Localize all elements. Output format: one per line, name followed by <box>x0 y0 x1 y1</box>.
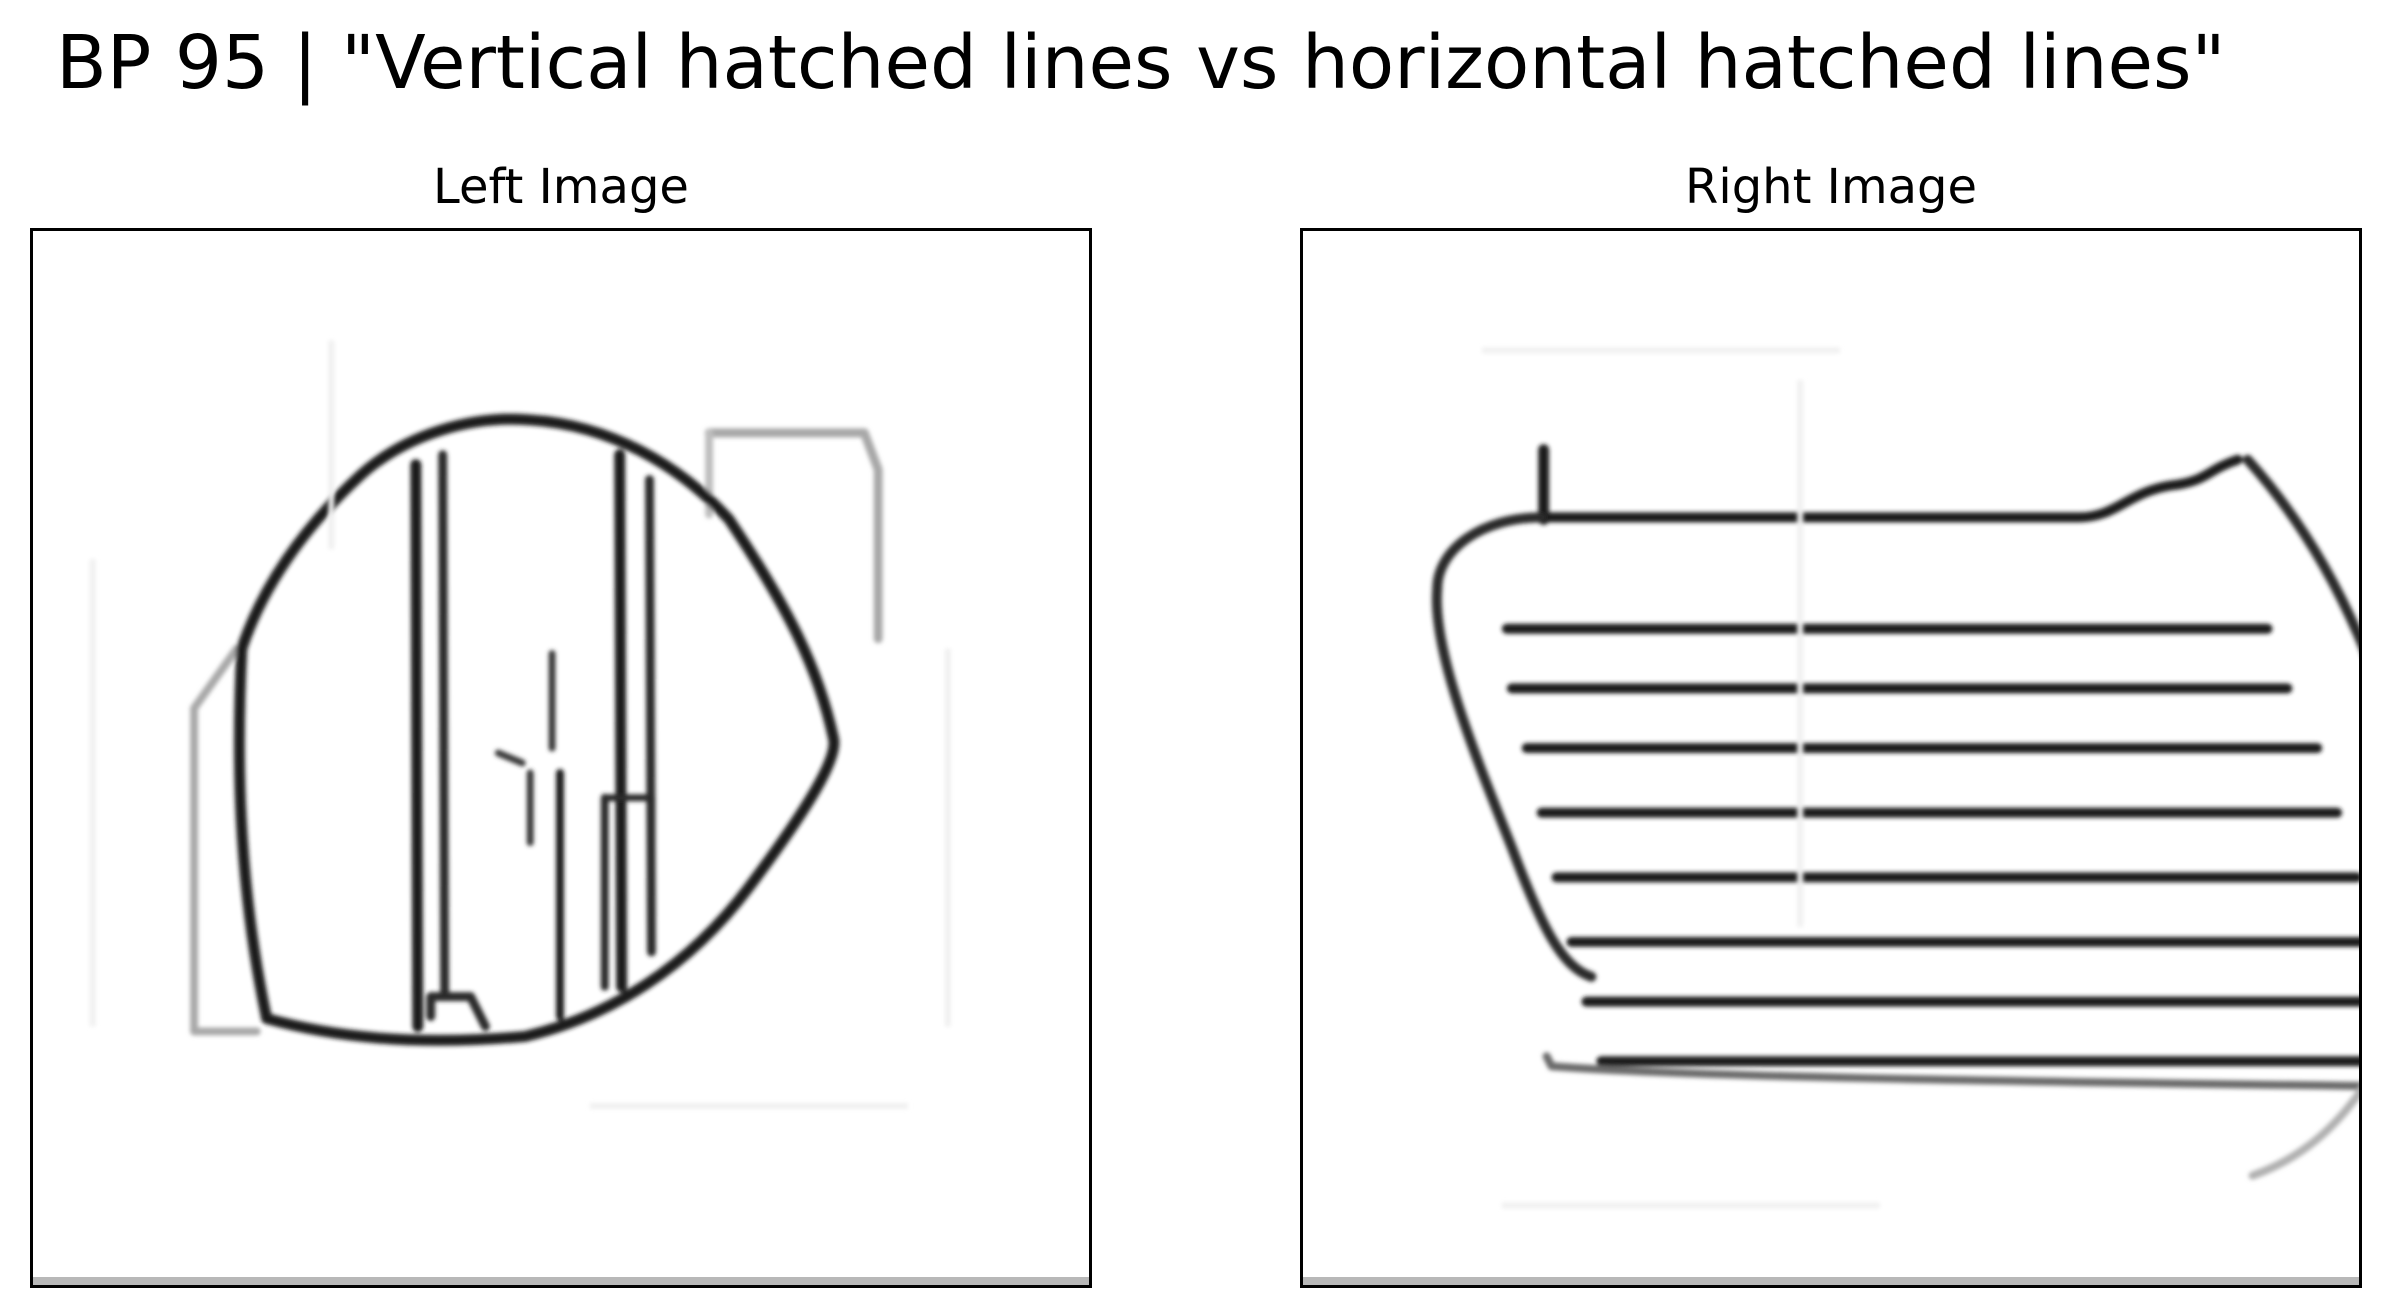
left-side-outline <box>1431 512 1597 982</box>
bottom-line <box>1542 1052 2359 1090</box>
left-panel-title: Left Image <box>433 159 689 215</box>
vertical-hatch-line <box>410 459 424 1032</box>
left-panel-bottom-edge <box>33 1277 1089 1285</box>
faint-bottom-curve <box>2248 1086 2359 1180</box>
vertical-hatch-line <box>614 449 628 993</box>
figure-title: BP 95 | "Vertical hatched lines vs horiz… <box>56 20 2226 106</box>
right-panel-bottom-edge <box>1303 1277 2359 1285</box>
faint-rectangle-outline <box>704 428 883 644</box>
right-panel-title: Right Image <box>1685 159 1977 215</box>
wavy-line <box>1536 454 2243 523</box>
right-side-outline <box>2242 454 2359 650</box>
right-image-panel <box>1300 228 2362 1288</box>
faint-left-frame <box>190 644 261 1036</box>
egg-shape-outline <box>233 413 840 1046</box>
horizontal-hatched-shape-image <box>1431 347 2359 1209</box>
vertical-hatch-line <box>438 450 450 1002</box>
left-image-panel <box>30 228 1092 1288</box>
vertical-hatched-shape-image <box>89 340 951 1110</box>
